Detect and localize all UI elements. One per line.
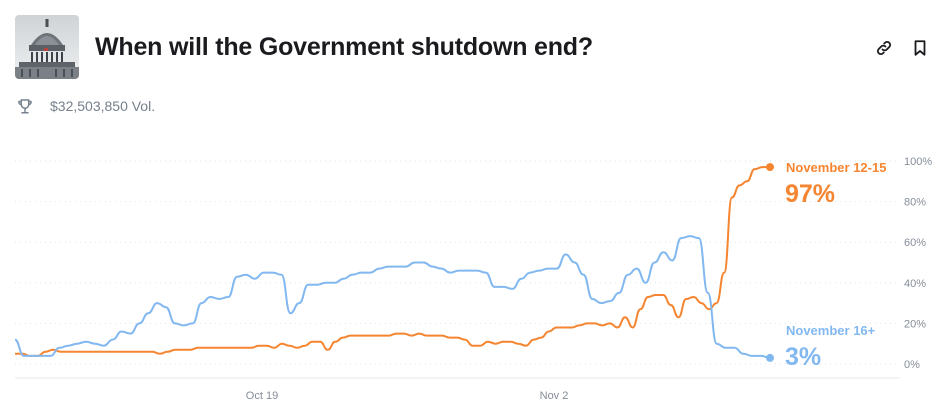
chart-series <box>14 163 774 362</box>
y-axis: 100% 80% 60% 40% 20% 0% <box>904 156 932 371</box>
page-title: When will the Government shutdown end? <box>95 33 593 61</box>
market-header: When will the Government shutdown end? <box>15 15 930 81</box>
volume-text: $32,503,850 Vol. <box>50 98 156 114</box>
series-end-labels: November 12-15 97% November 16+ 3% <box>785 160 886 371</box>
y-tick-label: 80% <box>904 197 926 209</box>
trophy-icon <box>18 99 32 114</box>
y-tick-label: 0% <box>904 359 920 371</box>
y-tick-label: 20% <box>904 318 926 330</box>
link-icon <box>876 40 892 56</box>
y-tick-label: 60% <box>904 237 926 249</box>
volume-row: $32,503,850 Vol. <box>16 96 155 116</box>
series-value-label: 97% <box>785 180 835 208</box>
y-tick-label: 40% <box>904 278 926 290</box>
y-tick-label: 100% <box>904 156 932 168</box>
series-end-dot-blue <box>766 353 774 362</box>
copy-link-button[interactable] <box>873 37 895 59</box>
series-value-label: 3% <box>785 343 821 371</box>
bookmark-button[interactable] <box>909 37 931 59</box>
series-line-blue[interactable] <box>14 235 771 359</box>
price-history-chart[interactable]: 100% 80% 60% 40% 20% 0% Oct 19 Nov 2 November … <box>0 140 942 410</box>
x-tick-label: Oct 19 <box>246 390 278 402</box>
chart-grid <box>15 160 900 379</box>
series-name-label: November 12-15 <box>786 160 886 175</box>
x-tick-label: Nov 2 <box>540 390 569 402</box>
bookmark-icon <box>914 40 926 56</box>
capitol-building-image[interactable] <box>15 15 79 79</box>
series-end-dot-orange <box>766 163 774 172</box>
series-line-orange[interactable] <box>14 166 770 357</box>
x-axis: Oct 19 Nov 2 <box>246 390 569 402</box>
series-name-label: November 16+ <box>786 323 876 338</box>
